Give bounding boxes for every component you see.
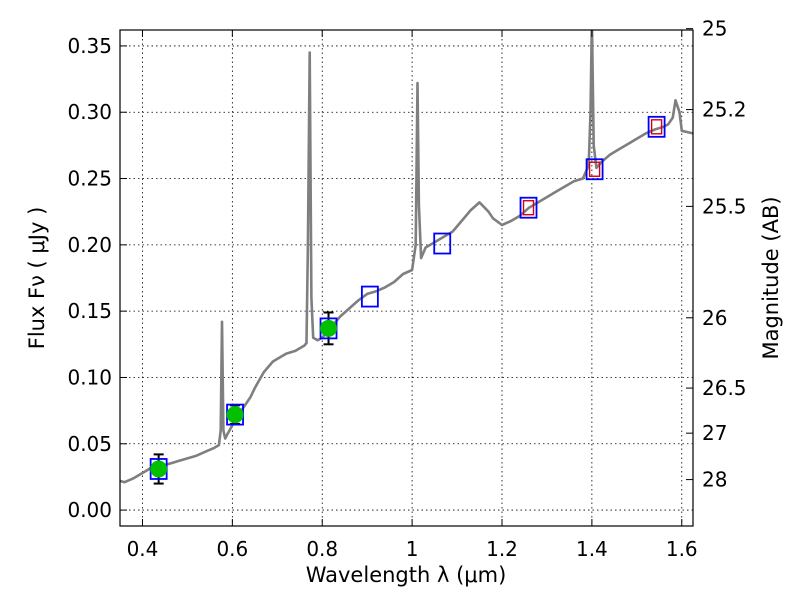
spectrum-layer	[120, 30, 693, 484]
y2-tick-label: 27	[702, 421, 727, 445]
detected-flux-marker	[320, 319, 338, 337]
plot-frame	[119, 29, 694, 527]
x-tick-label: 1.4	[576, 537, 608, 561]
photometry-point	[226, 403, 244, 426]
y-tick-label: 0.30	[67, 100, 112, 124]
model-flux-box	[585, 158, 604, 181]
y-tick-label: 0.20	[67, 233, 112, 257]
y2-tick-label: 28	[702, 468, 727, 492]
y-tick-label: 0.10	[67, 365, 112, 389]
grid	[120, 30, 693, 526]
model-flux-box	[433, 232, 452, 255]
y-tick-label: 0.05	[67, 432, 112, 456]
model-flux-box	[360, 285, 379, 308]
photometry-point	[647, 115, 666, 138]
x-tick-label: 1.6	[666, 537, 698, 561]
y2-tick-label: 26	[702, 306, 727, 330]
y2-tick-label: 25.2	[702, 98, 747, 122]
model-flux-box	[647, 115, 666, 138]
plot-background	[120, 30, 693, 526]
photometry-point	[149, 453, 168, 485]
ticks-layer: 0.4 0.6 0.8 1 1.2 1.4 1.6 0.00 0.05 0.10 0.15 0.20 0…	[67, 17, 746, 561]
y2-tick-label: 26.5	[702, 376, 747, 400]
y-tick-label: 0.35	[67, 34, 112, 58]
model-flux-box	[519, 196, 538, 219]
y2-tick-label: 25	[702, 17, 727, 41]
x-tick-label: 1.2	[486, 537, 518, 561]
x-tick-label: 0.6	[216, 537, 248, 561]
nir-flux-box	[650, 119, 663, 135]
photometry-point	[319, 311, 338, 346]
photometry-point	[433, 232, 452, 255]
y-tick-label: 0.00	[67, 498, 112, 522]
y-axis-title: Flux Fν ( μJy )	[25, 207, 49, 350]
y2-axis-title: Magnitude (AB)	[759, 196, 783, 359]
model-spectrum-line	[120, 30, 693, 484]
y2-tick-label: 25.5	[702, 194, 747, 218]
photometry-layer	[149, 115, 666, 485]
x-tick-label: 0.8	[306, 537, 338, 561]
detected-flux-marker	[226, 406, 244, 424]
x-tick-label: 0.4	[127, 537, 159, 561]
nir-flux-box	[522, 200, 535, 216]
detected-flux-marker	[150, 460, 168, 478]
photometry-point	[585, 158, 604, 181]
nir-flux-box	[588, 161, 601, 177]
y-tick-label: 0.25	[67, 167, 112, 191]
photometry-point	[519, 196, 538, 219]
x-tick-label: 1	[406, 537, 419, 561]
photometry-point	[360, 285, 379, 308]
y-tick-label: 0.15	[67, 299, 112, 323]
x-axis-title: Wavelength λ (μm)	[306, 563, 507, 587]
